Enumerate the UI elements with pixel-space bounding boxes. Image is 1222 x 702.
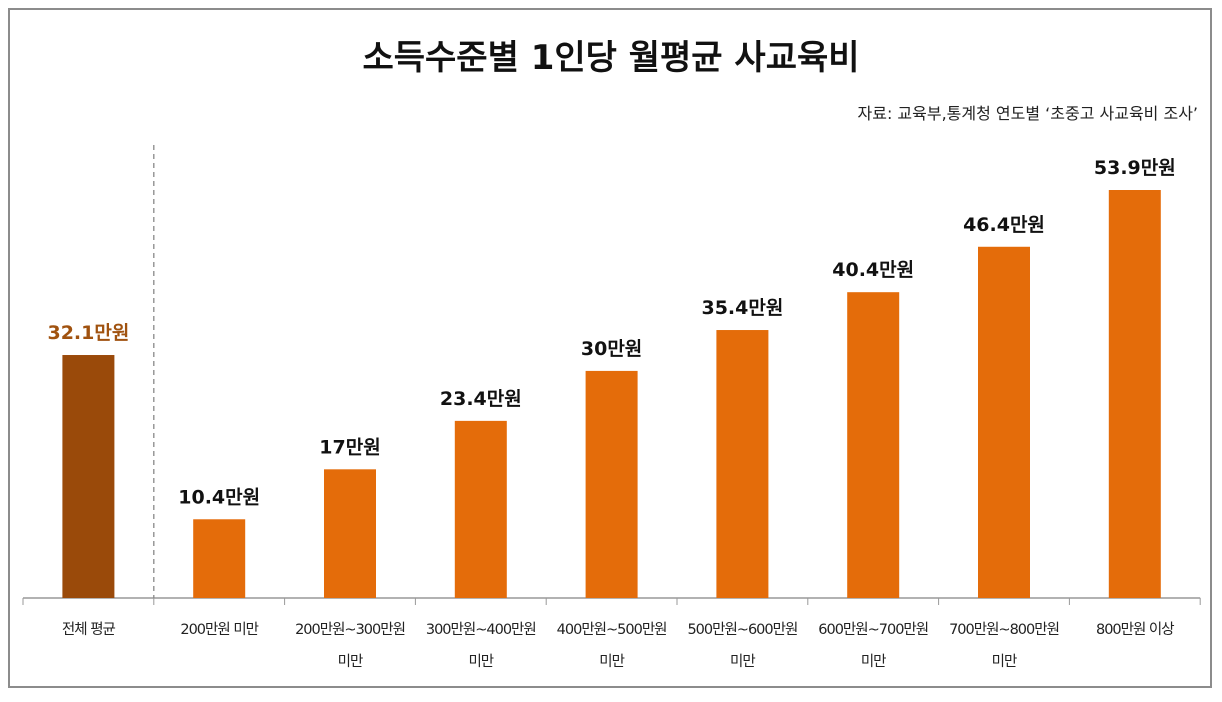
data-label: 10.4만원: [178, 486, 260, 508]
chart-frame: [8, 8, 1212, 688]
data-label: 40.4만원: [832, 259, 914, 281]
data-label: 23.4만원: [440, 388, 522, 410]
bar: [454, 420, 507, 598]
category-label: 미만: [338, 653, 363, 670]
bar: [585, 370, 638, 598]
category-label: 미만: [861, 653, 886, 670]
category-label: 800만원 이상: [1096, 621, 1174, 638]
data-label: 17만원: [319, 436, 380, 458]
category-label: 700만원~800만원: [949, 621, 1059, 638]
data-label: 32.1만원: [47, 322, 129, 344]
category-label: 미만: [599, 653, 624, 670]
category-label: 미만: [730, 653, 755, 670]
category-label: 500만원~600만원: [687, 621, 797, 638]
category-label: 400만원~500만원: [557, 621, 667, 638]
category-label: 전체 평균: [62, 621, 116, 638]
category-label: 미만: [468, 653, 493, 670]
category-label: 200만원~300만원: [295, 621, 405, 638]
category-label: 300만원~400만원: [426, 621, 536, 638]
bar: [324, 469, 376, 598]
bar: [62, 355, 115, 598]
chart-title: 소득수준별 1인당 월평균 사교육비: [362, 38, 860, 78]
bar: [847, 292, 900, 598]
category-label: 미만: [992, 653, 1017, 670]
data-label: 30만원: [581, 338, 642, 360]
source-note: 자료: 교육부,통계청 연도별 ‘초중고 사교육비 조사’: [857, 104, 1198, 123]
category-label: 600만원~700만원: [818, 621, 928, 638]
bar: [193, 519, 246, 598]
category-label: 200만원 미만: [180, 621, 258, 638]
data-label: 46.4만원: [963, 214, 1045, 236]
bar: [716, 330, 769, 598]
data-label: 35.4만원: [701, 297, 783, 319]
data-label: 53.9만원: [1094, 157, 1176, 179]
bar: [978, 246, 1030, 599]
bar: [1108, 190, 1161, 598]
